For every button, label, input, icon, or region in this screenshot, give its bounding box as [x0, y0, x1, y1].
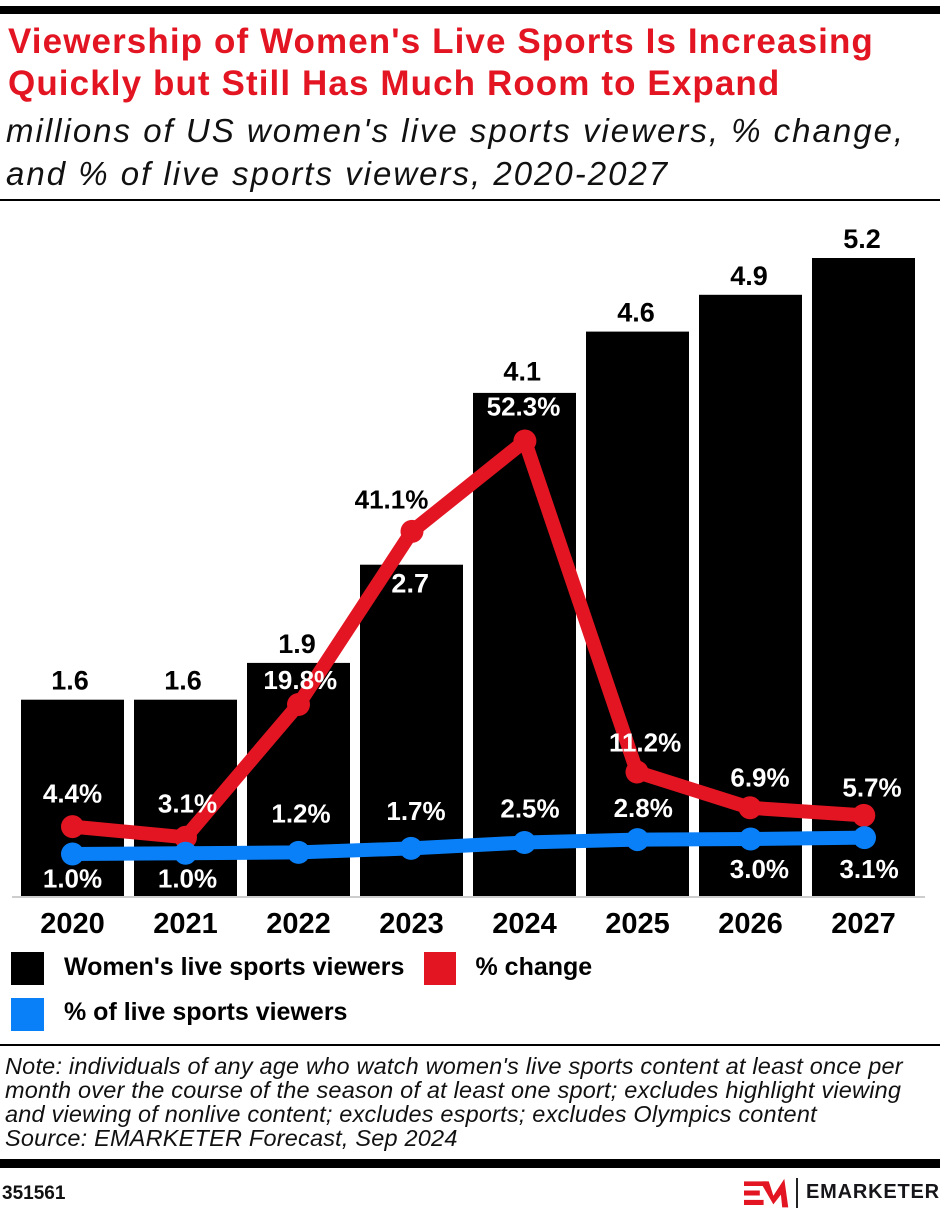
svg-text:4.9: 4.9 [730, 261, 768, 291]
svg-text:2027: 2027 [831, 908, 896, 940]
svg-text:2.5%: 2.5% [500, 794, 559, 824]
svg-text:1.7%: 1.7% [386, 796, 445, 826]
svg-text:1.2%: 1.2% [271, 799, 330, 829]
svg-text:EMARKETER: EMARKETER [806, 1181, 940, 1203]
svg-text:2026: 2026 [718, 908, 783, 940]
svg-text:5.2: 5.2 [843, 224, 881, 254]
svg-text:2.8%: 2.8% [614, 793, 673, 823]
svg-text:4.6: 4.6 [617, 298, 655, 328]
svg-text:19.8%: 19.8% [263, 665, 337, 695]
svg-text:2.7: 2.7 [391, 569, 429, 599]
svg-text:5.7%: 5.7% [842, 773, 901, 803]
svg-text:3.1%: 3.1% [158, 789, 217, 819]
svg-text:3.0%: 3.0% [730, 854, 789, 884]
svg-text:1.0%: 1.0% [43, 864, 102, 894]
svg-text:2025: 2025 [605, 908, 670, 940]
svg-text:3.1%: 3.1% [839, 854, 898, 884]
svg-text:1.6: 1.6 [164, 666, 202, 696]
svg-text:1.6: 1.6 [51, 666, 89, 696]
svg-text:4.4%: 4.4% [43, 779, 102, 809]
svg-text:6.9%: 6.9% [730, 763, 789, 793]
svg-text:2024: 2024 [492, 908, 557, 940]
svg-text:2021: 2021 [153, 908, 218, 940]
svg-text:1.9: 1.9 [278, 629, 316, 659]
svg-text:4.1: 4.1 [503, 357, 541, 387]
svg-text:52.3%: 52.3% [487, 392, 561, 422]
svg-text:11.2%: 11.2% [609, 728, 681, 758]
svg-text:2022: 2022 [266, 908, 331, 940]
svg-text:1.0%: 1.0% [158, 864, 217, 894]
svg-text:2023: 2023 [379, 908, 444, 940]
svg-text:2020: 2020 [40, 908, 105, 940]
svg-text:41.1%: 41.1% [355, 484, 429, 514]
